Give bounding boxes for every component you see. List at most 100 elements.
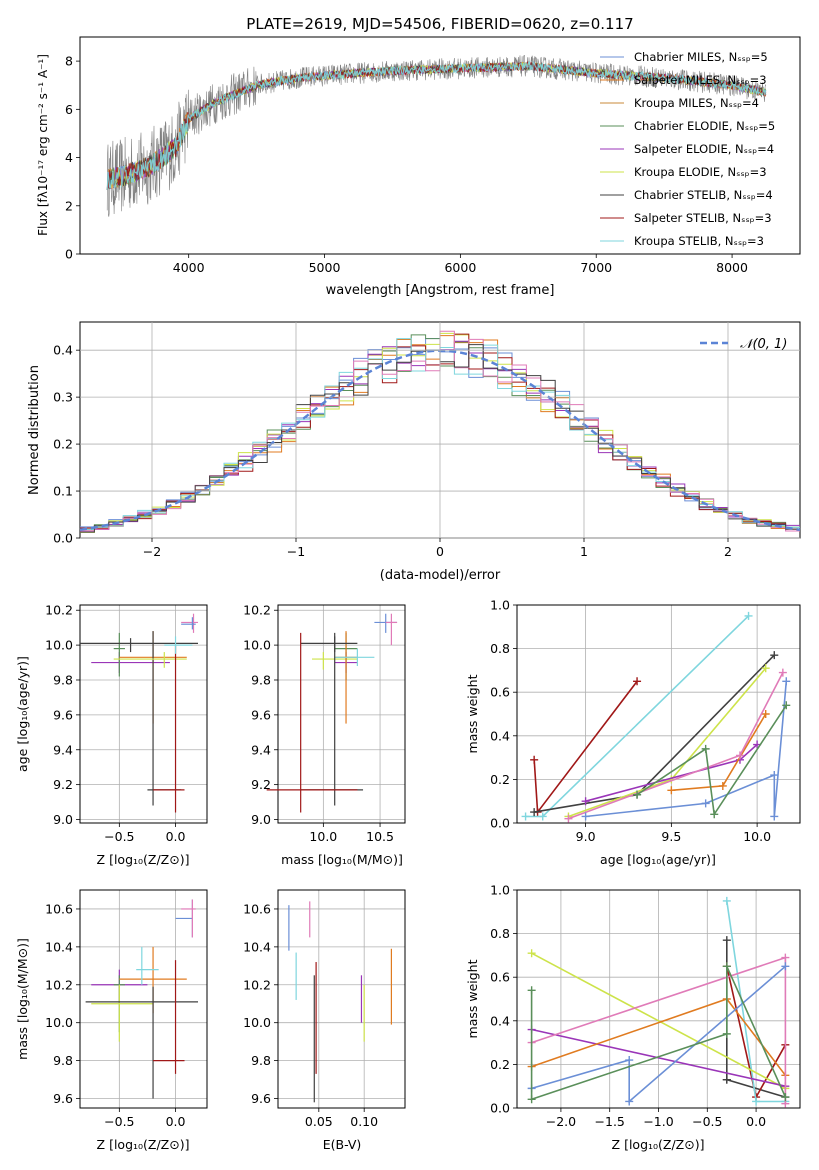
y-tick-label: 0.4 xyxy=(490,1013,510,1028)
mass-weight-line xyxy=(534,654,775,813)
x-tick-label: 0.10 xyxy=(350,1114,378,1129)
legend-entry: Salpeter MILES, Nₛₛₚ=3 xyxy=(634,73,767,87)
massweight-vs-Z-x-label: Z [log₁₀(Z/Z⊙)] xyxy=(612,1137,705,1152)
mass-weight-marker xyxy=(722,962,731,971)
mass-weight-marker xyxy=(527,986,536,995)
x-tick-label: 10.0 xyxy=(743,829,771,844)
x-tick-label: −2.0 xyxy=(546,1114,576,1129)
legend-entry: Salpeter ELODIE, Nₛₛₚ=4 xyxy=(634,142,774,156)
x-tick-label: 4000 xyxy=(173,260,205,275)
mass-weight-marker xyxy=(625,1056,634,1065)
mass-vs-Z-panel: Z [log₁₀(Z/Z⊙)] mass [log₁₀(M/M⊙)] −0.5 0… xyxy=(15,889,208,1152)
grid-lines xyxy=(517,604,800,824)
mass-weight-marker xyxy=(710,810,719,819)
mass-vs-Z-y-label: mass [log₁₀(M/M⊙)] xyxy=(15,938,30,1060)
y-tick-label: 10.2 xyxy=(243,603,271,618)
y-tick-label: 10.0 xyxy=(243,1015,271,1030)
y-tick-label: 10.4 xyxy=(243,939,271,954)
mass-weight-marker xyxy=(718,781,727,790)
mass-vs-ebv-panel: E(B-V) 0.05 0.10 9.6 9.8 10.0 10.2 10.4 10.6 xyxy=(243,889,406,1152)
y-tick-label: 0.8 xyxy=(490,926,510,941)
y-tick-label: 10.2 xyxy=(243,977,271,992)
mass-weight-marker xyxy=(581,812,590,821)
legend-entry: Salpeter STELIB, Nₛₛₚ=3 xyxy=(634,211,772,225)
mass-weight-marker xyxy=(564,814,573,823)
y-tick-label: 10.6 xyxy=(45,901,73,916)
mass-weight-line xyxy=(585,681,788,818)
grid-lines xyxy=(517,889,800,1109)
y-tick-label: 10.2 xyxy=(45,603,73,618)
mass-weight-marker xyxy=(782,677,791,686)
legend-entry: Kroupa STELIB, Nₛₛₚ=3 xyxy=(634,234,764,248)
x-tick-label: −2 xyxy=(143,544,161,559)
x-tick-label: −1.5 xyxy=(595,1114,625,1129)
y-tick-label: 0.2 xyxy=(490,1057,510,1072)
y-tick-label: 0 xyxy=(65,247,73,262)
y-tick-label: 0.0 xyxy=(53,531,73,546)
mass-weight-line xyxy=(671,713,767,792)
mass-vs-ebv-x-label: E(B-V) xyxy=(323,1137,362,1152)
y-tick-label: 10.4 xyxy=(45,939,73,954)
mass-weight-marker xyxy=(722,1075,731,1084)
y-tick-label: 0.2 xyxy=(490,772,510,787)
y-tick-label: 9.6 xyxy=(53,1091,73,1106)
x-tick-label: 10.5 xyxy=(366,829,394,844)
x-tick-label: 2 xyxy=(724,544,732,559)
y-tick-label: 0.2 xyxy=(53,437,73,452)
y-tick-label: 6 xyxy=(65,102,73,117)
mass-weight-marker xyxy=(735,751,744,760)
x-tick-label: −0.5 xyxy=(104,829,134,844)
y-tick-label: 9.2 xyxy=(251,777,271,792)
spectrum-title: PLATE=2619, MJD=54506, FIBERID=0620, z=0… xyxy=(246,15,633,33)
y-tick-label: 9.0 xyxy=(53,812,73,827)
mass-weight-marker xyxy=(538,812,547,821)
x-tick-label: 9.0 xyxy=(576,829,596,844)
spectrum-y-label: Flux [fλ10⁻¹⁷ erg cm⁻² s⁻¹ A⁻¹] xyxy=(36,54,50,236)
mass-weight-marker xyxy=(761,664,770,673)
grid-lines xyxy=(80,322,800,539)
mass-weight-line xyxy=(568,667,767,818)
massweight-vs-Z-panel: Z [log₁₀(Z/Z⊙)] mass weight −2.0 −1.5 −1.0… xyxy=(465,883,801,1152)
mass-weight-marker xyxy=(778,668,787,677)
mass-weight-marker xyxy=(625,1097,634,1106)
legend-entry: Kroupa ELODIE, Nₛₛₚ=3 xyxy=(634,165,767,179)
age-vs-Z-x-label: Z [log₁₀(Z/Z⊙)] xyxy=(97,852,190,867)
mass-weight-line xyxy=(531,952,786,1090)
y-tick-label: 8 xyxy=(65,54,73,69)
x-tick-label: 0.0 xyxy=(166,829,186,844)
mass-weight-line xyxy=(636,704,787,817)
y-tick-label: 0.4 xyxy=(53,343,73,358)
x-tick-label: 0 xyxy=(436,544,444,559)
mass-weight-marker xyxy=(521,812,530,821)
x-tick-label: −1 xyxy=(287,544,305,559)
y-tick-label: 9.6 xyxy=(251,1091,271,1106)
spectrum-x-label: wavelength [Angstrom, rest frame] xyxy=(326,283,555,298)
legend-entry: Chabrier MILES, Nₛₛₚ=5 xyxy=(634,50,768,64)
mass-weight-marker xyxy=(761,710,770,718)
x-tick-label: −0.5 xyxy=(692,1114,722,1129)
x-tick-label: 0.05 xyxy=(305,1114,333,1129)
age-vs-Z-y-label: age [log₁₀(age/yr)] xyxy=(15,656,30,772)
grid-lines xyxy=(278,890,405,1108)
y-tick-label: 4 xyxy=(65,150,73,165)
mass-weight-marker xyxy=(527,949,536,958)
mass-weight-line xyxy=(531,1028,786,1087)
y-tick-label: 10.6 xyxy=(243,901,271,916)
x-tick-label: −1.0 xyxy=(643,1114,673,1129)
mass-weight-marker xyxy=(530,755,539,764)
y-tick-label: 10.0 xyxy=(45,638,73,653)
grid-lines xyxy=(278,605,405,823)
mass-weight-marker xyxy=(667,786,676,795)
massweight-vs-age-panel: age [log₁₀(age/yr)] mass weight 9.0 9.5 10… xyxy=(465,598,801,867)
x-tick-label: 0.0 xyxy=(746,1114,766,1129)
y-tick-label: 0.1 xyxy=(53,484,73,499)
residuals-y-label: Normed distribution xyxy=(27,365,42,495)
y-tick-label: 0.0 xyxy=(490,816,510,831)
spectrum-traces xyxy=(106,55,767,217)
mass-vs-ebv-plot-area xyxy=(277,889,406,1109)
mass-weight-marker xyxy=(722,1029,731,1038)
x-tick-label: 1 xyxy=(580,544,588,559)
y-tick-label: 9.8 xyxy=(251,672,271,687)
y-tick-label: 0.8 xyxy=(490,641,510,656)
